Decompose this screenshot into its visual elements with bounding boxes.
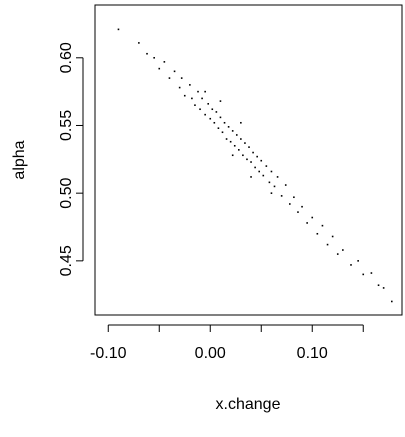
point [350,264,352,266]
point [284,184,287,186]
point [211,108,214,111]
point [238,149,240,151]
y-tick-label: 0.45 [58,245,75,276]
point [233,144,236,147]
point [213,121,216,124]
point [221,131,224,134]
point [138,42,140,44]
point [297,211,299,213]
point [265,165,268,167]
point [240,121,242,124]
point [301,205,303,208]
point [163,61,166,63]
plot-frame [94,4,403,316]
point [357,260,359,262]
point [336,253,339,255]
point [146,52,148,55]
point [370,272,373,274]
y-tick-label: 0.50 [58,177,75,208]
point [219,100,222,102]
point [326,243,329,246]
point [194,104,196,106]
point [178,86,181,89]
point [242,154,244,157]
point [201,97,203,100]
point [321,224,324,227]
point [244,142,246,144]
point [311,216,314,219]
point [254,166,256,169]
point [209,117,212,120]
point [382,287,385,289]
y-tick-label: 0.55 [58,110,75,141]
point [276,176,279,178]
point [153,56,155,59]
x-tick-label: -0.10 [90,345,127,362]
point [331,235,334,238]
point [197,90,199,93]
point [377,284,380,287]
point [250,161,252,163]
point [173,70,176,73]
y-tick-label: 0.60 [58,42,75,73]
point [246,158,248,161]
point [229,140,232,143]
point [270,170,273,173]
x-tick-label: 0.00 [195,345,226,362]
point [270,192,273,194]
x-tick-label: 0.10 [297,345,328,362]
point [189,84,191,86]
point [231,154,234,157]
point [117,28,120,31]
point [180,77,183,79]
point [280,195,283,197]
point [215,111,218,113]
point [250,176,252,178]
point [219,116,222,119]
point [240,138,242,140]
point [223,121,226,124]
point [306,222,308,224]
point [204,113,206,116]
point [204,90,206,93]
point [225,138,228,140]
point [231,130,234,132]
point [258,170,261,173]
point [289,203,291,205]
point [273,185,276,188]
point [199,108,201,111]
y-axis-label: alpha [11,140,28,179]
point [158,67,161,70]
point [260,159,263,162]
point [362,273,365,276]
x-axis-label: x.change [216,396,281,413]
point [316,232,319,235]
point [293,196,295,199]
point [248,146,250,148]
point [256,155,258,158]
point [168,77,171,79]
point [342,249,344,251]
point [268,181,271,184]
point [391,300,393,303]
point [227,126,230,128]
point [252,151,254,154]
point [262,174,265,177]
point [191,97,193,100]
point [217,127,220,129]
point [183,94,186,97]
point [207,103,210,105]
point [235,134,238,136]
